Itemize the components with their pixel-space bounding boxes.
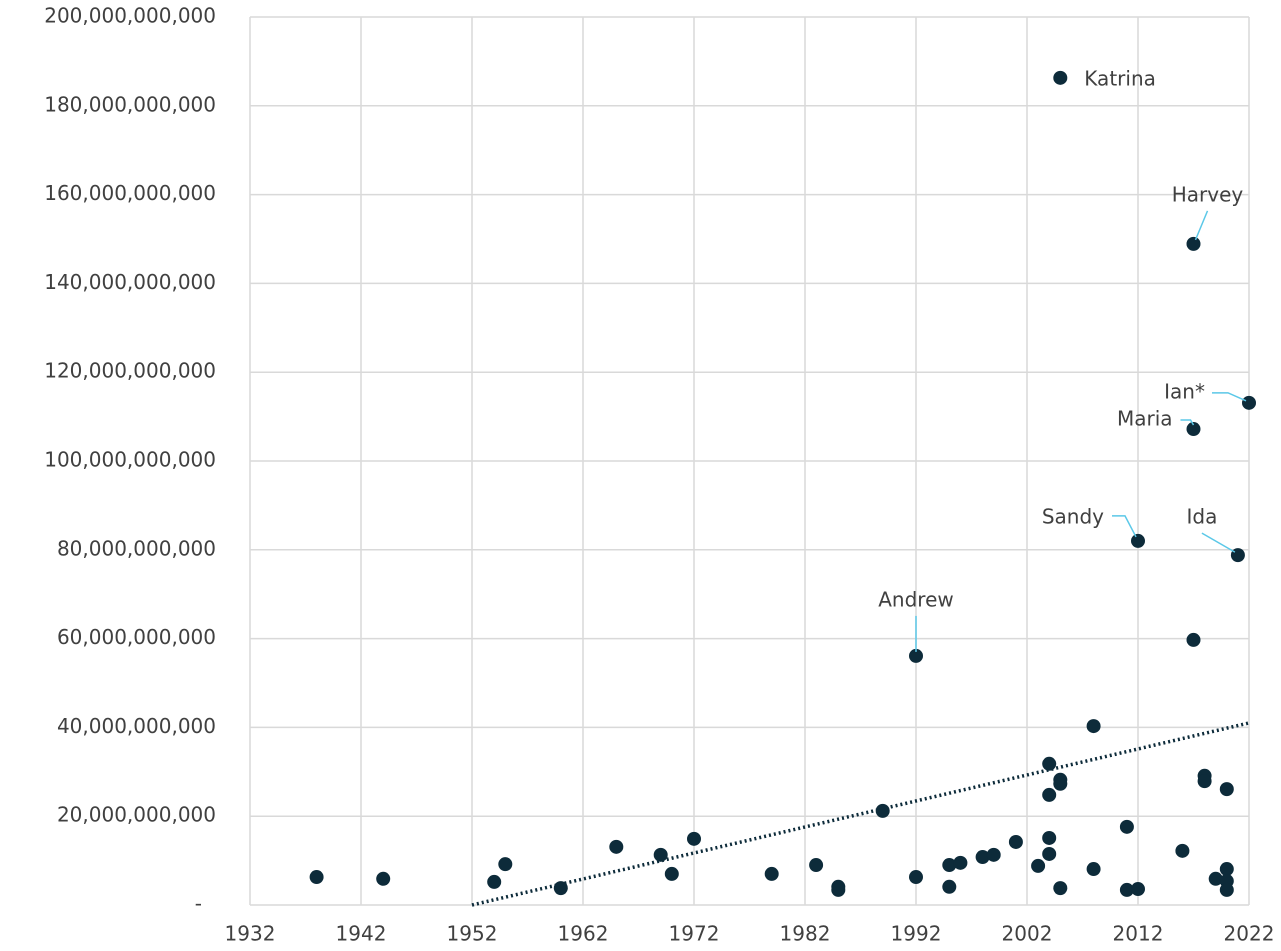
point — [1131, 882, 1145, 897]
y-tick-label: - — [195, 892, 202, 916]
point — [831, 882, 846, 897]
point — [1053, 70, 1068, 85]
point-label: Harvey — [1172, 182, 1244, 206]
point — [975, 850, 990, 865]
point — [942, 879, 957, 894]
point — [487, 874, 502, 889]
leader-line — [1194, 210, 1209, 241]
point — [1208, 871, 1223, 886]
y-tick-label: 60,000,000,000 — [57, 625, 216, 649]
leader-line — [1201, 532, 1236, 553]
point — [1042, 830, 1057, 845]
point-label: Maria — [1117, 407, 1173, 431]
point — [764, 866, 779, 881]
point — [653, 847, 668, 862]
point — [553, 881, 568, 896]
x-tick-label: 1972 — [669, 922, 720, 946]
leader-line — [1112, 515, 1137, 538]
point — [809, 858, 824, 873]
point — [1008, 834, 1023, 849]
point-label: Ian* — [1164, 379, 1205, 403]
point — [687, 831, 701, 846]
y-tick-label: 140,000,000,000 — [44, 270, 216, 294]
point — [1186, 632, 1201, 647]
point — [664, 866, 679, 881]
point — [1042, 787, 1057, 802]
point — [1053, 776, 1068, 791]
point — [609, 839, 624, 854]
x-tick-label: 1982 — [780, 922, 831, 946]
trendline — [471, 721, 1250, 907]
point — [1042, 756, 1057, 771]
x-tick-label: 2002 — [1002, 922, 1053, 946]
point — [1131, 533, 1145, 548]
point — [1031, 858, 1046, 873]
x-tick-label: 2022 — [1224, 922, 1275, 946]
point — [1219, 782, 1234, 797]
x-tick-label: 1942 — [336, 922, 387, 946]
y-tick-label: 120,000,000,000 — [44, 359, 216, 383]
point — [1086, 719, 1101, 734]
x-tick-label: 1932 — [225, 922, 276, 946]
point — [309, 870, 324, 885]
point — [986, 847, 1001, 862]
y-tick-label: 80,000,000,000 — [57, 536, 216, 560]
point-label: Katrina — [1084, 66, 1156, 90]
point — [1242, 395, 1256, 410]
x-tick-label: 1952 — [447, 922, 498, 946]
point — [909, 870, 923, 885]
x-tick-label: 1992 — [891, 922, 942, 946]
y-tick-label: 20,000,000,000 — [57, 803, 216, 827]
point — [1219, 862, 1234, 877]
point — [498, 857, 513, 872]
point — [1053, 881, 1068, 896]
point — [875, 803, 890, 818]
y-tick-label: 40,000,000,000 — [57, 714, 216, 738]
point — [1175, 843, 1190, 858]
point — [1186, 422, 1201, 437]
point — [1119, 882, 1134, 897]
x-tick-label: 2012 — [1113, 922, 1164, 946]
leader-line — [1180, 419, 1195, 426]
leader-line — [1212, 392, 1247, 402]
y-tick-label: 160,000,000,000 — [44, 181, 216, 205]
point-label: Andrew — [878, 587, 954, 611]
y-tick-label: 180,000,000,000 — [44, 92, 216, 116]
point-label: Ida — [1186, 505, 1217, 529]
y-tick-label: 200,000,000,000 — [44, 4, 216, 28]
point — [1219, 882, 1234, 897]
point — [1119, 819, 1134, 834]
point — [942, 858, 957, 873]
point — [909, 648, 923, 663]
point-label: Sandy — [1042, 504, 1104, 528]
x-tick-label: 1962 — [558, 922, 609, 946]
point — [1197, 774, 1212, 789]
y-tick-label: 100,000,000,000 — [44, 448, 216, 472]
point — [1042, 846, 1057, 861]
point — [953, 855, 968, 870]
point — [1186, 236, 1201, 251]
point — [376, 871, 391, 886]
point — [1086, 862, 1101, 877]
